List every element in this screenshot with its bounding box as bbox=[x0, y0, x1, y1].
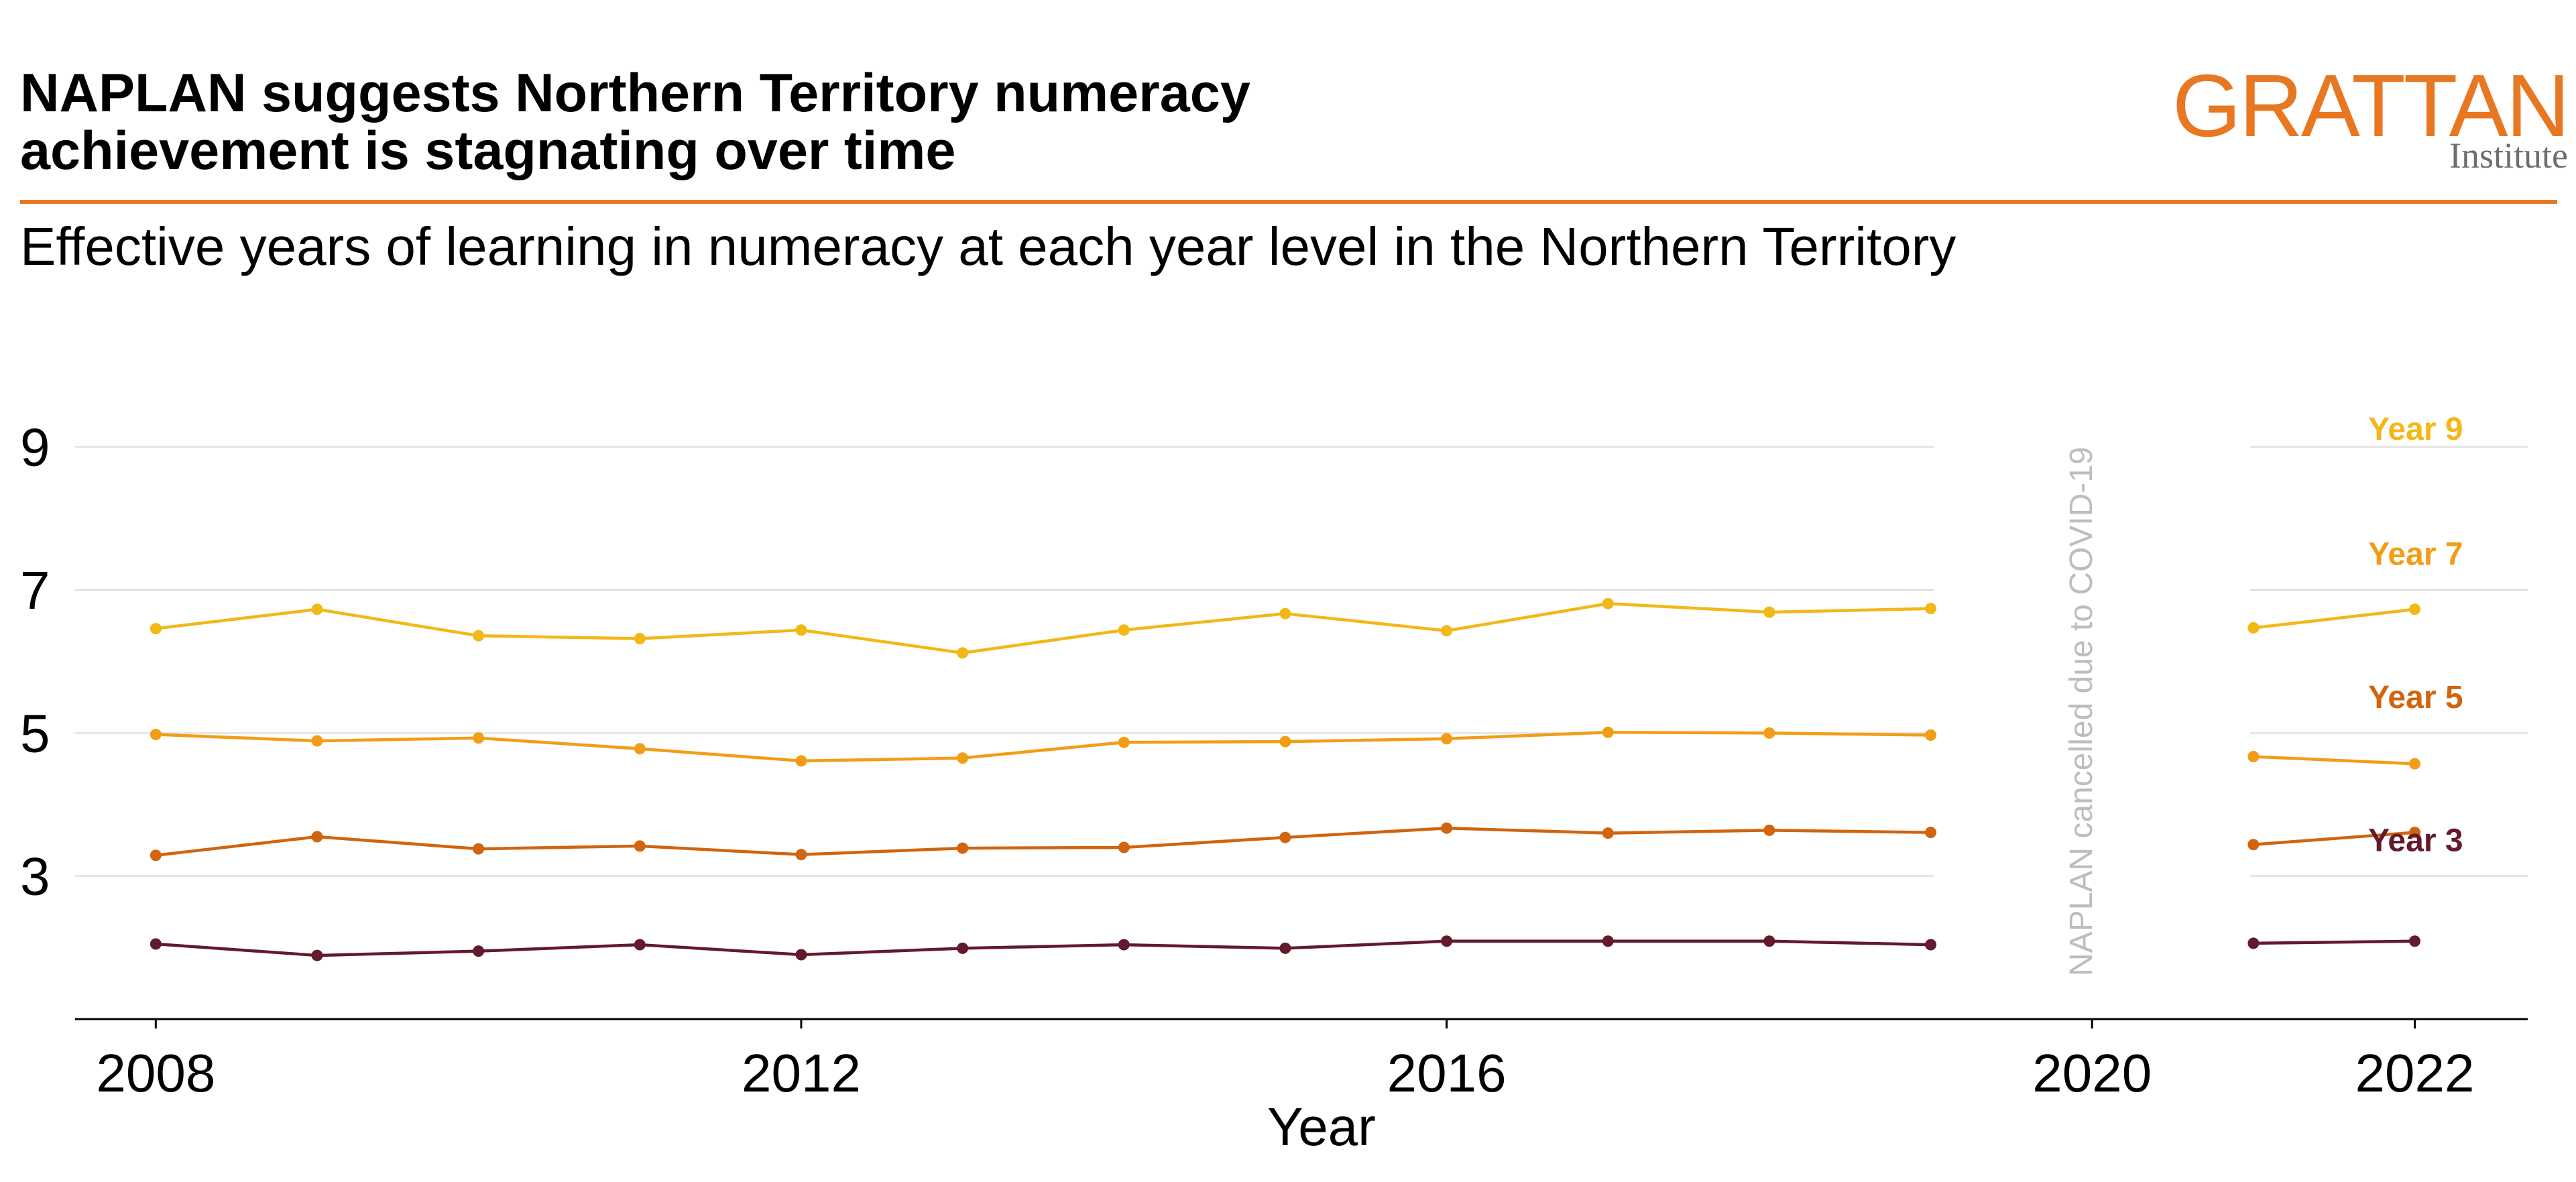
x-axis-title: Year bbox=[1267, 1097, 1376, 1157]
data-point-year-7-2019 bbox=[1925, 729, 1937, 742]
data-point-year-7-2015 bbox=[1279, 735, 1291, 748]
data-point-year-5-2009 bbox=[311, 831, 323, 843]
data-point-year-3-2018 bbox=[1763, 935, 1775, 947]
series-label-year-3: Year 3 bbox=[2368, 823, 2463, 858]
data-point-year-9-2016 bbox=[1441, 625, 1453, 637]
data-point-year-9-2013 bbox=[957, 647, 969, 659]
data-point-year-9-2019 bbox=[1925, 603, 1937, 615]
series-lines bbox=[150, 597, 2421, 961]
x-tick-label-2008: 2008 bbox=[96, 1043, 215, 1103]
logo-wordmark: GRATTAN bbox=[2172, 56, 2570, 155]
series-line-year-9-segment-2 bbox=[2253, 607, 2415, 630]
data-point-year-7-2016 bbox=[1441, 733, 1453, 745]
axes: 3 5 7 9 2008 2012 2016 2020 2022 Year NAPLAN cance… bbox=[20, 418, 2528, 1157]
data-point-year-9-2014 bbox=[1118, 624, 1130, 636]
data-point-year-3-2022 bbox=[2409, 935, 2421, 947]
data-point-year-9-2012 bbox=[795, 624, 807, 636]
data-point-year-7-2014 bbox=[1118, 736, 1130, 748]
series-label-year-9: Year 9 bbox=[2368, 412, 2463, 447]
data-point-year-5-2010 bbox=[473, 843, 485, 855]
x-tick-label-2020: 2020 bbox=[2032, 1043, 2152, 1103]
data-point-year-5-2008 bbox=[150, 849, 162, 862]
series-label-year-5: Year 5 bbox=[2368, 680, 2463, 715]
data-point-year-7-2013 bbox=[957, 752, 969, 764]
series-line-year-5-segment-1 bbox=[156, 826, 1931, 857]
y-tick-label-9: 9 bbox=[20, 418, 50, 477]
data-point-year-7-2008 bbox=[150, 728, 162, 740]
data-point-year-3-2017 bbox=[1602, 935, 1614, 947]
data-point-year-9-2021 bbox=[2247, 622, 2260, 634]
chart-title: NAPLAN suggests Northern Territory numer… bbox=[20, 64, 1763, 180]
covid-annotation: NAPLAN cancelled due to COVID-19 bbox=[2064, 447, 2099, 976]
data-point-year-9-2010 bbox=[473, 630, 485, 642]
data-point-year-9-2022 bbox=[2409, 603, 2421, 615]
data-point-year-7-2010 bbox=[473, 732, 485, 744]
data-point-year-9-2015 bbox=[1279, 607, 1291, 619]
series-line-year-5-segment-2 bbox=[2253, 831, 2415, 846]
series-line-year-7-segment-2 bbox=[2253, 755, 2415, 766]
data-point-year-9-2017 bbox=[1602, 597, 1614, 609]
data-point-year-7-2021 bbox=[2247, 751, 2260, 763]
data-point-year-5-2014 bbox=[1118, 841, 1130, 853]
x-tick-label-2022: 2022 bbox=[2355, 1043, 2475, 1103]
data-point-year-5-2019 bbox=[1925, 827, 1937, 839]
data-point-year-9-2011 bbox=[634, 633, 646, 645]
gridlines bbox=[75, 446, 2528, 877]
data-point-year-7-2011 bbox=[634, 743, 646, 755]
series-labels: Year 9 Year 7 Year 5 Year 3 bbox=[2368, 412, 2463, 858]
data-point-year-7-2018 bbox=[1763, 727, 1775, 739]
header-divider bbox=[20, 200, 2557, 204]
data-point-year-3-2009 bbox=[311, 949, 323, 961]
data-point-year-7-2017 bbox=[1602, 726, 1614, 738]
series-line-year-3-segment-1 bbox=[156, 939, 1931, 957]
series-line-year-7-segment-1 bbox=[156, 731, 1931, 763]
data-point-year-5-2011 bbox=[634, 840, 646, 852]
data-point-year-5-2015 bbox=[1279, 831, 1291, 843]
data-point-year-3-2015 bbox=[1279, 942, 1291, 954]
y-tick-label-3: 3 bbox=[20, 847, 50, 906]
data-point-year-3-2016 bbox=[1441, 935, 1453, 947]
data-point-year-5-2018 bbox=[1763, 824, 1775, 836]
data-point-year-9-2008 bbox=[150, 623, 162, 635]
data-point-year-3-2014 bbox=[1118, 939, 1130, 951]
grattan-logo: GRATTAN Institute bbox=[2172, 62, 2570, 176]
y-tick-label-7: 7 bbox=[20, 560, 50, 620]
series-line-year-9-segment-1 bbox=[156, 602, 1931, 655]
x-tick-label-2016: 2016 bbox=[1387, 1043, 1507, 1103]
data-point-year-7-2012 bbox=[795, 755, 807, 767]
data-point-year-7-2009 bbox=[311, 735, 323, 747]
data-point-year-7-2022 bbox=[2409, 758, 2421, 770]
x-tick-label-2012: 2012 bbox=[742, 1043, 861, 1103]
data-point-year-5-2016 bbox=[1441, 822, 1453, 834]
data-point-year-9-2018 bbox=[1763, 606, 1775, 618]
data-point-year-3-2019 bbox=[1925, 939, 1937, 951]
data-point-year-3-2021 bbox=[2247, 937, 2260, 949]
y-tick-label-5: 5 bbox=[20, 703, 50, 763]
chart-subtitle: Effective years of learning in numeracy … bbox=[20, 217, 1956, 276]
data-point-year-3-2013 bbox=[957, 942, 969, 954]
data-point-year-5-2012 bbox=[795, 849, 807, 861]
logo-subtitle: Institute bbox=[2449, 135, 2568, 176]
series-line-year-3-segment-2 bbox=[2253, 939, 2415, 945]
data-point-year-3-2010 bbox=[473, 945, 485, 957]
chart-title-line-1: NAPLAN suggests Northern Territory numer… bbox=[20, 63, 1250, 123]
chart-title-line-2: achievement is stagnating over time bbox=[20, 121, 956, 181]
data-point-year-3-2008 bbox=[150, 938, 162, 950]
data-point-year-5-2021 bbox=[2247, 839, 2260, 851]
series-label-year-7: Year 7 bbox=[2368, 537, 2463, 573]
data-point-year-5-2022 bbox=[2409, 827, 2421, 839]
data-point-year-3-2012 bbox=[795, 949, 807, 961]
data-point-year-5-2013 bbox=[957, 842, 969, 854]
data-point-year-9-2009 bbox=[311, 603, 323, 615]
data-point-year-3-2011 bbox=[634, 939, 646, 951]
data-point-year-5-2017 bbox=[1602, 827, 1614, 839]
